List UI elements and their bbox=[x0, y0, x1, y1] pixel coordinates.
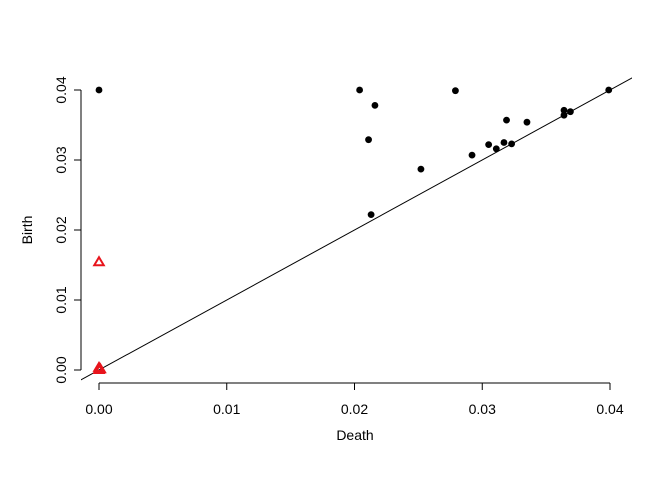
data-point bbox=[468, 151, 476, 159]
data-point bbox=[356, 86, 364, 94]
data-points-layer bbox=[92, 86, 613, 374]
x-tick-label: 0.04 bbox=[596, 401, 623, 417]
data-point bbox=[492, 145, 500, 153]
y-tick-label: 0.04 bbox=[53, 76, 69, 103]
data-point bbox=[95, 86, 103, 94]
x-tick-label: 0.03 bbox=[469, 401, 496, 417]
x-tick-label: 0.00 bbox=[85, 401, 112, 417]
diagonal-line bbox=[81, 77, 632, 381]
data-point bbox=[523, 118, 531, 126]
data-point bbox=[508, 140, 516, 148]
data-point bbox=[605, 86, 613, 94]
data-point bbox=[503, 116, 510, 124]
data-point-triangle bbox=[92, 255, 106, 267]
y-tick-label: 0.03 bbox=[53, 146, 69, 173]
data-point bbox=[371, 102, 379, 109]
data-point bbox=[452, 87, 459, 95]
y-tick-label: 0.01 bbox=[53, 286, 69, 313]
x-tick-label: 0.01 bbox=[213, 401, 240, 417]
data-point bbox=[417, 165, 425, 173]
data-point bbox=[365, 136, 372, 144]
data-point bbox=[367, 211, 375, 219]
diagonal-line-layer bbox=[81, 77, 632, 381]
data-point bbox=[566, 108, 574, 116]
data-point bbox=[485, 141, 493, 149]
axes: 0.00 0.01 0.02 0.03 0.04 0.00 0.01 0.02 0.03 0.04 bbox=[53, 76, 624, 417]
y-axis-title: Birth bbox=[19, 216, 35, 245]
data-point bbox=[560, 106, 568, 114]
data-point-triangle bbox=[92, 363, 106, 374]
x-tick-label: 0.02 bbox=[341, 401, 368, 417]
data-point bbox=[560, 111, 568, 119]
y-tick-label: 0.00 bbox=[53, 356, 69, 383]
x-axis-title: Death bbox=[336, 427, 373, 443]
data-point bbox=[500, 139, 508, 146]
y-tick-label: 0.02 bbox=[53, 216, 69, 243]
